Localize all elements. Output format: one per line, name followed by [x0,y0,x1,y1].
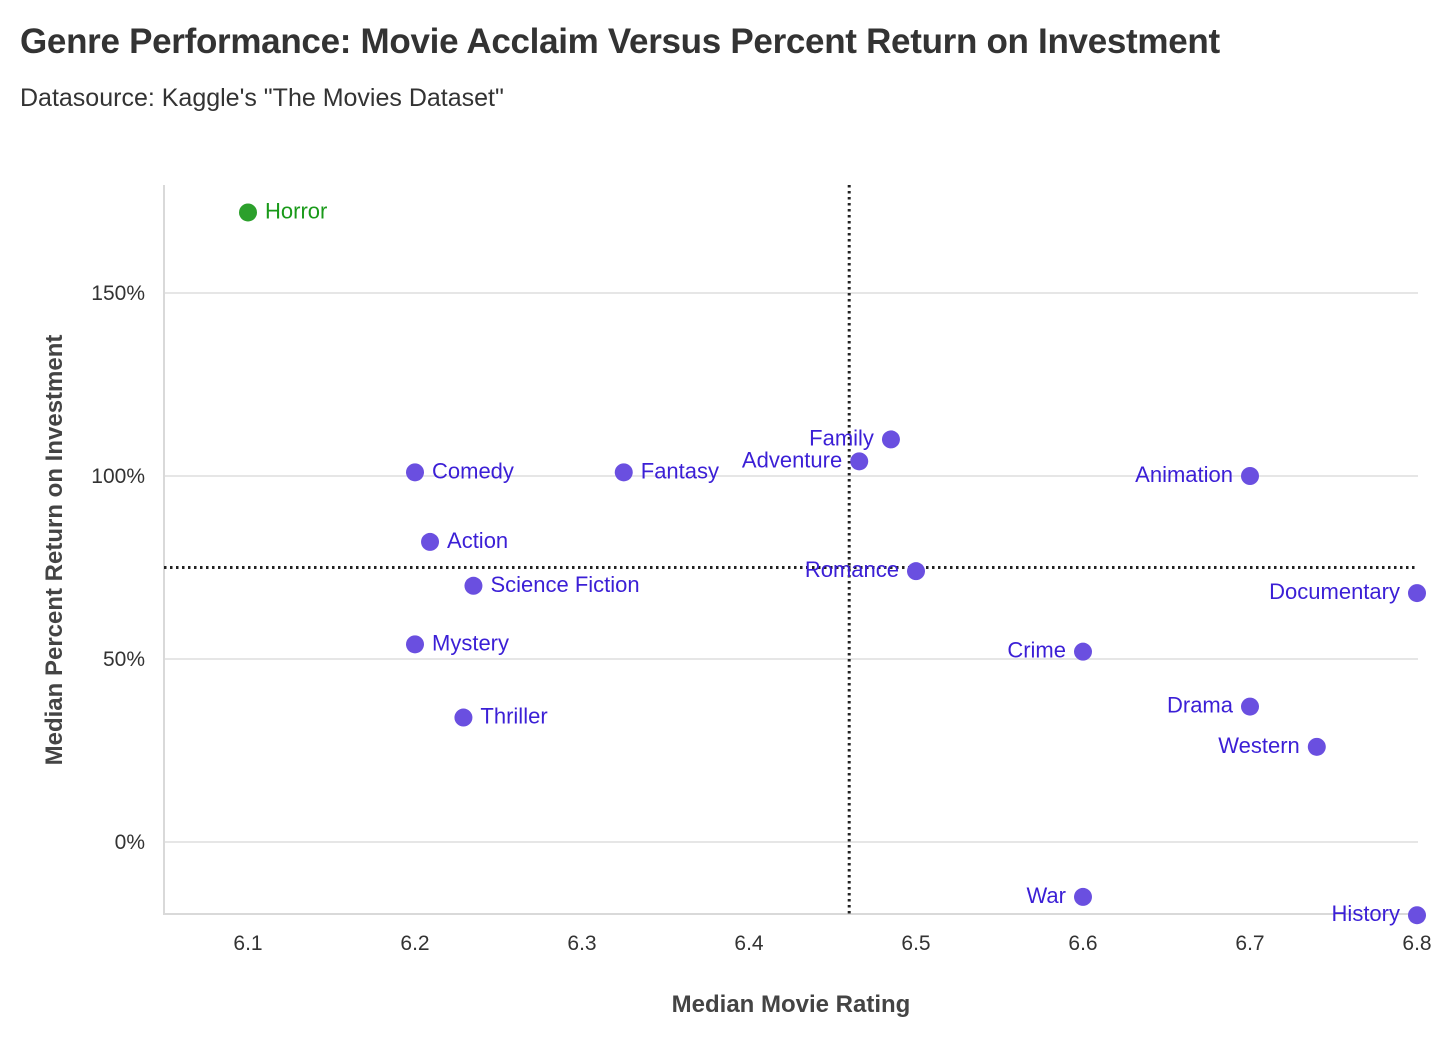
point-label: Fantasy [641,458,719,483]
axes [163,185,1418,915]
data-point-romance [907,562,925,581]
x-tick-label: 6.1 [233,932,262,955]
chart-subtitle: Datasource: Kaggle's "The Movies Dataset… [20,84,504,112]
point-label: Crime [1007,638,1066,663]
data-point-science-fiction [464,576,483,595]
data-point-western [1307,737,1326,756]
grid-lines [164,292,1418,843]
data-point-mystery [406,635,424,654]
x-tick-label: 6.7 [1235,932,1264,955]
data-point-war [1074,887,1092,906]
data-point-horror [239,203,257,222]
point-label: History [1332,901,1400,926]
data-point-history [1408,906,1426,925]
data-point-fantasy [614,463,633,482]
y-tick-label: 0% [115,831,145,854]
x-tick-label: 6.8 [1402,932,1431,955]
reference-lines [164,185,1418,914]
y-axis-title: Median Percent Return on Investment [41,335,68,766]
data-point-adventure [850,452,869,471]
x-tick-label: 6.2 [400,932,429,955]
point-label: Drama [1167,693,1234,718]
data-points [239,203,1426,925]
data-point-family [881,430,900,449]
data-point-animation [1241,467,1259,485]
point-label: Action [447,528,508,553]
point-label: War [1026,883,1066,908]
y-tick-label: 50% [103,648,145,671]
data-point-crime [1074,642,1092,661]
point-label: Horror [265,198,327,223]
y-tick-label: 100% [91,465,145,488]
x-tick-label: 6.3 [567,932,596,955]
chart-title: Genre Performance: Movie Acclaim Versus … [20,22,1220,61]
point-label: Western [1218,733,1300,758]
data-point-comedy [406,463,424,482]
x-axis-title: Median Movie Rating [672,991,911,1018]
data-point-drama [1241,697,1259,716]
x-tick-label: 6.4 [734,932,764,955]
point-label: Thriller [480,704,547,729]
point-label: Adventure [742,447,842,472]
tick-labels: 0% 50% 100% 150% 6.1 6.2 6.3 6.4 6.5 6.6 6.7 6.8 [91,282,1431,955]
point-label: Comedy [432,458,514,483]
y-tick-label: 150% [91,282,145,305]
data-point-action [421,532,440,551]
x-tick-label: 6.5 [901,932,930,955]
point-label: Documentary [1269,579,1400,604]
point-label: Mystery [432,630,509,655]
x-tick-label: 6.6 [1068,932,1097,955]
data-point-thriller [454,708,473,727]
point-label: Family [809,425,874,450]
point-label: Science Fiction [490,572,639,597]
point-label: Animation [1135,462,1233,487]
data-point-documentary [1408,584,1426,603]
point-label: Romance [805,557,899,582]
